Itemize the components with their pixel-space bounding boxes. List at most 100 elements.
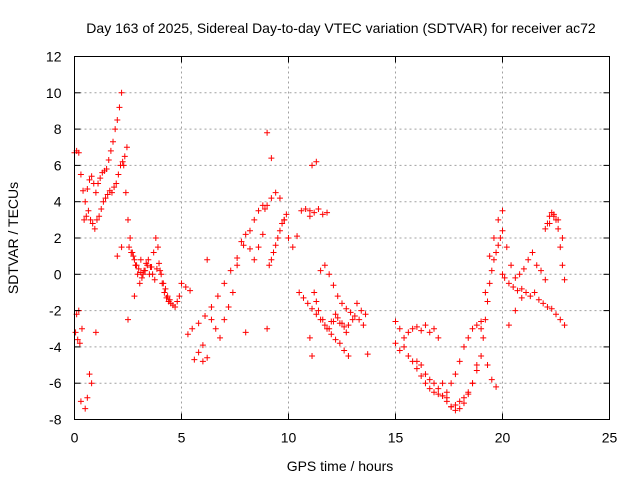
y-tick-label: 8 (54, 121, 62, 137)
data-point (460, 394, 467, 401)
data-point (557, 316, 564, 323)
data-point (452, 401, 459, 408)
data-point (111, 184, 118, 191)
data-point (78, 325, 85, 332)
data-point (195, 320, 202, 327)
data-point (392, 340, 399, 347)
data-point (332, 311, 339, 318)
data-point (296, 289, 303, 296)
data-point (332, 336, 339, 343)
data-point (493, 249, 500, 256)
y-tick-label: -4 (49, 339, 62, 355)
data-point (135, 265, 142, 272)
data-point (439, 392, 446, 399)
data-point (112, 126, 119, 133)
data-point (255, 207, 262, 214)
data-point (339, 300, 345, 307)
data-point (105, 156, 112, 163)
data-point (227, 267, 234, 274)
data-point (448, 403, 455, 410)
data-point (422, 380, 429, 387)
y-tick-label: -6 (49, 375, 62, 391)
data-point (401, 334, 408, 341)
data-point (84, 394, 91, 401)
data-point (114, 253, 121, 260)
data-point (362, 311, 369, 318)
data-point (456, 358, 463, 365)
data-point (490, 256, 497, 263)
data-point (204, 256, 211, 263)
data-point (356, 316, 363, 323)
data-point (151, 276, 158, 283)
data-point (309, 305, 316, 312)
data-point (108, 189, 115, 196)
data-point (405, 352, 412, 359)
data-point (143, 260, 150, 267)
data-point (240, 242, 247, 249)
data-point (490, 235, 497, 241)
data-point (130, 253, 137, 260)
data-point (80, 187, 87, 194)
data-point (119, 158, 126, 165)
data-point (339, 320, 345, 327)
data-point (512, 307, 519, 314)
data-point (460, 400, 467, 407)
data-point (473, 322, 480, 329)
data-point (482, 289, 489, 296)
data-point (104, 191, 111, 198)
data-point (302, 205, 309, 212)
data-point (187, 287, 194, 294)
data-point (334, 293, 341, 300)
data-point (306, 207, 313, 214)
data-point (309, 352, 316, 359)
data-point (326, 325, 333, 332)
data-point (118, 244, 125, 251)
data-point (238, 238, 245, 245)
data-point (525, 256, 532, 263)
data-point (234, 262, 241, 269)
data-point (128, 249, 135, 256)
data-point (86, 176, 93, 183)
data-point (259, 202, 266, 209)
data-point (172, 303, 179, 310)
data-point (478, 325, 485, 332)
data-point (117, 162, 124, 169)
data-point (306, 334, 313, 341)
data-point (158, 271, 165, 278)
data-point (510, 284, 517, 291)
data-point (199, 358, 206, 365)
data-point (191, 356, 198, 363)
x-tick-label: 10 (281, 430, 297, 446)
data-point (550, 211, 557, 218)
data-point (499, 271, 506, 278)
data-point (512, 274, 519, 281)
data-point (270, 249, 277, 256)
data-point (279, 220, 286, 227)
data-point (330, 282, 337, 289)
data-point (72, 329, 79, 336)
data-point (548, 305, 555, 312)
data-point (448, 380, 455, 387)
data-point (166, 296, 173, 303)
data-point (221, 316, 228, 323)
data-point (443, 398, 450, 405)
data-point (77, 171, 84, 178)
data-point (349, 316, 356, 323)
data-point (435, 391, 442, 398)
data-point (161, 289, 168, 296)
data-point (147, 264, 154, 271)
data-point (321, 322, 328, 329)
data-point (149, 271, 156, 278)
data-point (486, 253, 493, 260)
data-point (334, 314, 341, 321)
data-point (319, 211, 326, 218)
x-tick-label: 5 (178, 430, 186, 446)
data-point (281, 216, 288, 223)
data-point (116, 104, 123, 111)
data-point (313, 311, 320, 318)
data-point (88, 173, 95, 180)
data-point (518, 285, 525, 292)
data-point (174, 298, 181, 305)
data-point (132, 262, 139, 269)
data-point (92, 189, 99, 196)
